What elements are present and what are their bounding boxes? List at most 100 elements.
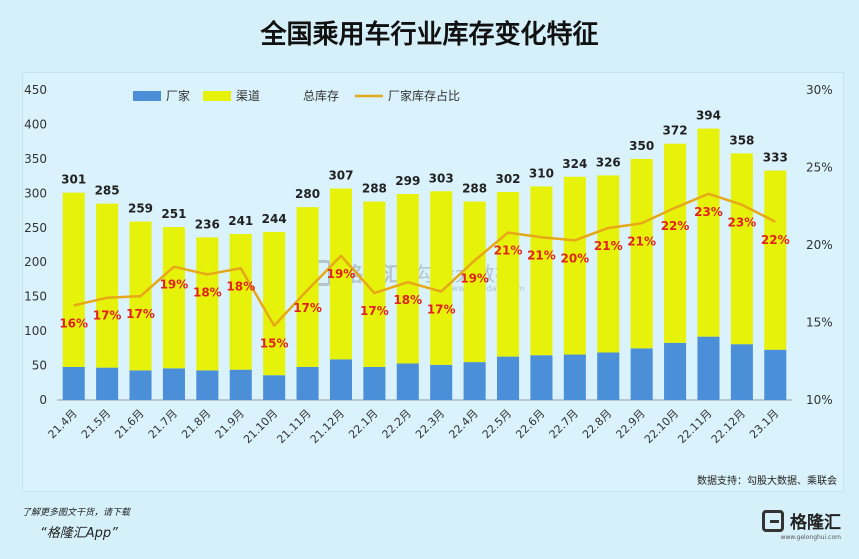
bar-factory (597, 352, 620, 400)
bar-channel (630, 158, 653, 349)
bar-factory (664, 342, 687, 400)
total-label: 307 (328, 169, 353, 183)
bar-factory (463, 362, 486, 400)
legend-label: 总库存 (303, 88, 339, 103)
bar-channel (296, 207, 319, 367)
bar-factory (329, 359, 353, 400)
bar-channel (463, 201, 486, 363)
total-label: 288 (362, 182, 387, 196)
ratio-label: 23% (694, 205, 723, 219)
total-label: 244 (262, 212, 287, 226)
bar-channel (730, 153, 753, 345)
bar-factory (229, 369, 252, 400)
brand-logo: 格隆汇 www.gelonghui.com (762, 508, 841, 541)
bar-factory (363, 366, 386, 400)
category-label: 21.7月 (146, 407, 180, 441)
legend-label: 渠道 (236, 89, 260, 103)
ratio-label: 17% (427, 303, 456, 317)
legend-swatch-factory (133, 91, 161, 101)
left-tick-label: 50 (32, 359, 47, 373)
category-label: 22.7月 (547, 407, 581, 441)
left-tick-label: 150 (24, 290, 47, 304)
total-label: 241 (228, 214, 253, 228)
bar-factory (296, 366, 319, 400)
bar-channel (329, 188, 353, 360)
bar-channel (664, 143, 687, 343)
bar-channel (563, 176, 586, 355)
bar-factory (196, 370, 219, 400)
legend-label: 厂家库存占比 (388, 88, 460, 103)
right-tick-label: 30% (806, 83, 833, 97)
category-label: 23.1月 (747, 407, 781, 441)
bar-factory (62, 366, 85, 400)
bar-factory (764, 349, 787, 400)
left-tick-label: 400 (24, 117, 47, 131)
bar-factory (263, 375, 286, 400)
ratio-label: 19% (160, 278, 189, 292)
left-tick-label: 100 (24, 324, 47, 338)
bar-channel (229, 233, 252, 370)
gelonghui-icon (762, 509, 784, 532)
ratio-label: 18% (226, 279, 255, 293)
ratio-label: 19% (460, 272, 489, 286)
total-label: 259 (128, 202, 153, 216)
brand-url: www.gelonghui.com (780, 534, 841, 541)
bar-factory (496, 356, 520, 400)
category-label: 21.11月 (274, 407, 313, 446)
bar-factory (697, 336, 720, 400)
left-tick-label: 0 (39, 393, 47, 407)
bar-channel (263, 231, 286, 376)
total-label: 372 (663, 124, 688, 138)
category-label: 22.2月 (380, 407, 414, 441)
total-label: 310 (529, 166, 554, 180)
ratio-label: 23% (728, 216, 757, 230)
bar-factory (563, 354, 586, 400)
category-label: 22.11月 (675, 407, 714, 446)
bar-channel (430, 191, 453, 365)
ratio-label: 17% (360, 304, 389, 318)
left-tick-label: 350 (24, 152, 47, 166)
ratio-label: 22% (661, 219, 690, 233)
bar-channel (62, 192, 85, 367)
total-label: 236 (195, 217, 220, 231)
ratio-label: 17% (293, 301, 322, 315)
total-label: 394 (696, 109, 721, 123)
category-label: 22.5月 (480, 407, 514, 441)
ratio-label: 15% (260, 337, 289, 351)
ratio-label: 17% (126, 307, 155, 321)
ratio-label: 21% (627, 234, 656, 248)
ratio-label: 20% (560, 251, 589, 265)
page-title: 全国乘用车行业库存变化特征 (260, 20, 599, 50)
right-tick-label: 20% (806, 238, 833, 252)
category-label: 22.6月 (513, 407, 547, 441)
legend-label: 厂家 (166, 88, 190, 103)
ratio-line (73, 192, 776, 327)
bar-factory (530, 355, 553, 400)
bar-channel (496, 191, 520, 357)
bar-channel (162, 227, 185, 369)
category-label: 21.8月 (179, 407, 213, 441)
ratio-label: 17% (93, 309, 122, 323)
category-label: 21.5月 (79, 407, 113, 441)
ratio-label: 21% (494, 244, 523, 258)
bar-channel (96, 203, 119, 368)
category-label: 22.3月 (413, 407, 447, 441)
total-label: 251 (161, 207, 186, 221)
bar-channel (530, 186, 553, 356)
left-tick-label: 250 (24, 221, 47, 235)
total-label: 333 (763, 151, 788, 165)
bar-channel (697, 128, 720, 337)
left-tick-label: 300 (24, 186, 47, 200)
right-tick-label: 25% (806, 161, 833, 175)
ratio-label: 18% (393, 293, 422, 307)
category-label: 22.1月 (346, 407, 380, 441)
footer-note: 了解更多图文干货，请下载 (22, 508, 131, 518)
total-label: 358 (729, 133, 754, 147)
bar-channel (764, 170, 787, 350)
total-label: 326 (596, 155, 621, 169)
total-label: 285 (95, 184, 120, 198)
bar-factory (396, 363, 419, 400)
total-label: 324 (562, 157, 587, 171)
bar-channel (597, 175, 620, 353)
